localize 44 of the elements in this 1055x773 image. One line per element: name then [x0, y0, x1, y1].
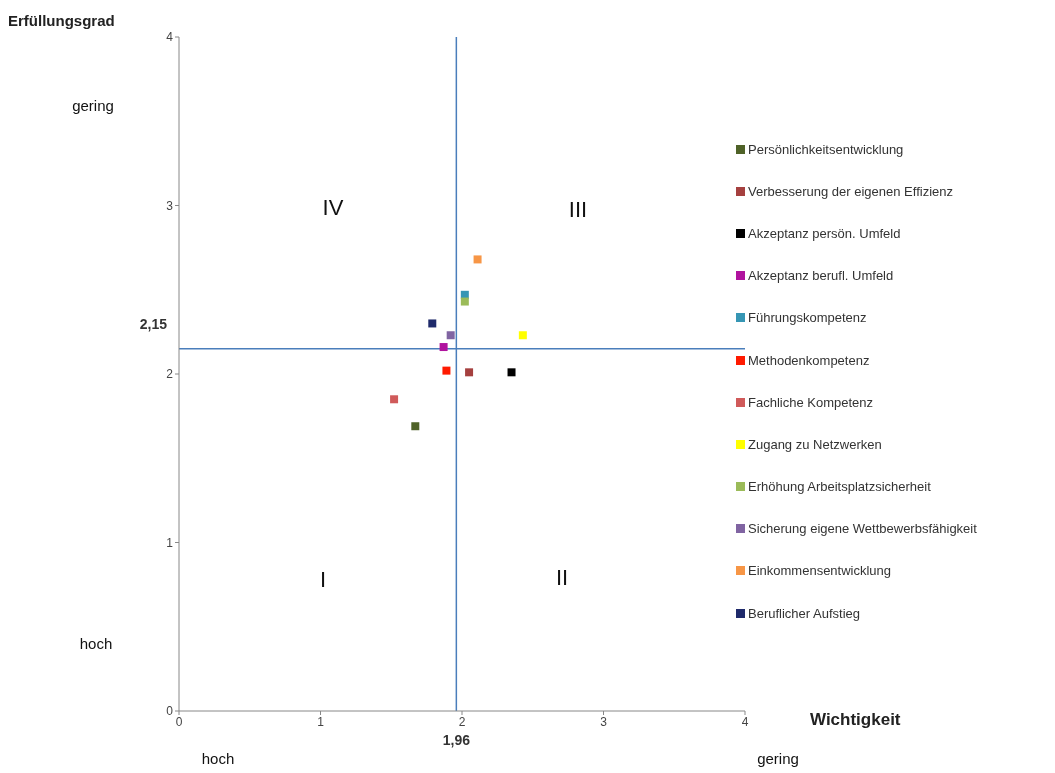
annotation: II [555, 565, 569, 590]
legend-label: Fachliche Kompetenz [748, 394, 874, 410]
x-tick-label: 2 [458, 714, 466, 729]
annotation: IV [322, 195, 344, 220]
legend-label: Methodenkompetenz [748, 352, 870, 368]
y-tick-label: 2 [166, 367, 174, 382]
point [465, 368, 474, 377]
point [428, 319, 437, 328]
text: gering [72, 96, 114, 114]
legend-label: Zugang zu Netzwerken [748, 436, 882, 452]
y-tick-label: 0 [166, 704, 174, 719]
point [442, 366, 451, 375]
x-tick-label: 4 [741, 714, 749, 729]
legend-label: Beruflicher Aufstieg [748, 605, 861, 621]
point [460, 297, 469, 306]
text: gering [757, 749, 799, 767]
point [390, 395, 399, 404]
legend-label: Verbesserung der eigenen Effizienz [748, 183, 954, 199]
annotation: III [568, 197, 588, 222]
point [439, 343, 448, 352]
point [473, 255, 482, 264]
y-tick-label: 3 [166, 198, 174, 213]
legend-label: Akzeptanz persön. Umfeld [748, 225, 901, 241]
legend-label: Sicherung eigene Wettbewerbsfähigkeit [748, 521, 977, 537]
point [518, 331, 527, 340]
x-tick-label: 3 [600, 714, 608, 729]
point [411, 422, 420, 431]
text: hoch [201, 749, 235, 767]
y-tick-label: 4 [166, 30, 174, 45]
point [446, 331, 455, 340]
legend-label: Einkommensentwicklung [748, 563, 892, 579]
legend-label: Führungskompetenz [748, 310, 867, 326]
x-tick-label: 1 [317, 714, 325, 729]
y-axis-title: Erfüllungsgrad [8, 12, 115, 29]
legend-label: Persönlichkeitsentwicklung [748, 141, 904, 157]
ref-line-label: 2,15 [139, 315, 168, 332]
point [507, 368, 516, 377]
legend-label: Akzeptanz berufl. Umfeld [748, 268, 894, 284]
ref-line-label: 1,96 [442, 732, 471, 748]
y-tick-label: 1 [166, 535, 174, 550]
text: hoch [79, 634, 113, 652]
x-axis-title: Wichtigkeit [810, 710, 901, 730]
legend-label: Erhöhung Arbeitsplatzsicherheit [748, 479, 931, 495]
annotation: I [319, 567, 327, 592]
